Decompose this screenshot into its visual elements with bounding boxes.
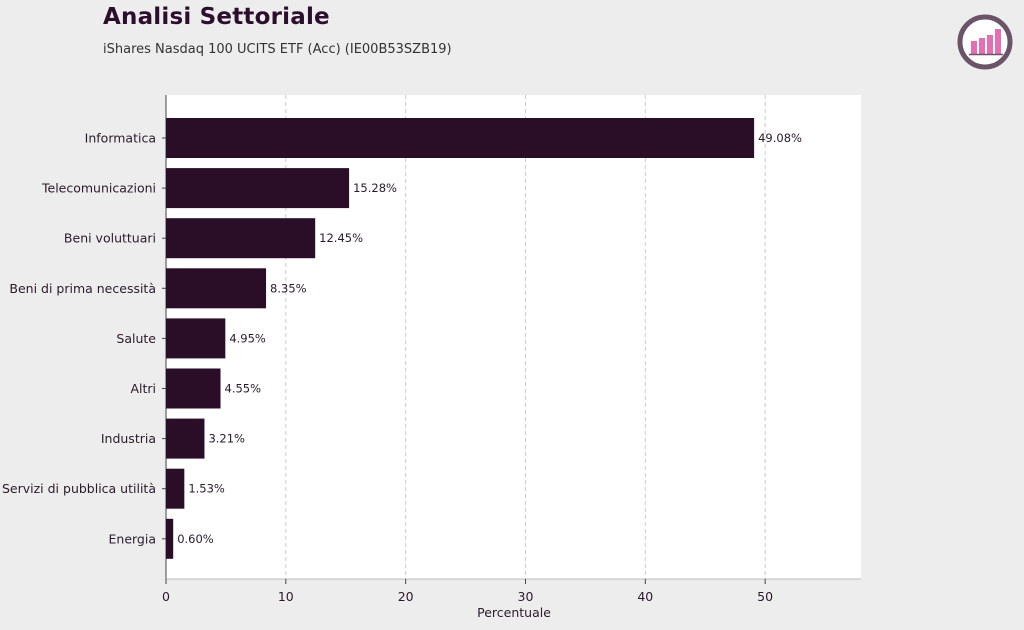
x-tick-label: 20 [398,589,414,604]
page-title: Analisi Settoriale [103,4,330,30]
x-tick-label: 50 [757,589,773,604]
x-tick-label: 40 [637,589,653,604]
plot-area [166,95,861,579]
category-label: Beni di prima necessità [9,281,156,296]
category-label: Telecomunicazioni [41,181,156,196]
category-label: Informatica [85,131,156,146]
category-label: Altri [130,381,156,396]
bar [166,518,174,559]
x-tick-label: 0 [162,589,170,604]
data-label: 3.21% [208,432,245,446]
category-label: Industria [101,431,156,446]
bar [166,268,267,309]
data-label: 1.53% [188,482,225,496]
page-subtitle: iShares Nasdaq 100 UCITS ETF (Acc) (IE00… [103,42,452,57]
bar [166,318,226,359]
data-label: 8.35% [270,281,307,295]
x-tick-label: 30 [518,589,534,604]
data-label: 0.60% [177,532,214,546]
category-label: Salute [116,331,156,346]
bar [166,118,755,158]
data-label: 4.55% [225,382,262,396]
category-label: Servizi di pubblica utilità [2,481,156,496]
data-label: 49.08% [758,131,802,145]
bar [166,218,316,259]
bar [166,418,205,459]
x-tick-label: 10 [278,589,294,604]
bar [166,168,350,209]
bar-chart-growth-icon [957,14,1013,70]
category-label: Energia [109,531,157,546]
data-label: 15.28% [353,181,397,195]
data-label: 12.45% [319,231,363,245]
bar [166,368,221,409]
x-axis-label: Percentuale [477,605,551,620]
bar [166,468,185,509]
data-label: 4.95% [229,331,266,345]
category-label: Beni voluttuari [64,231,156,246]
